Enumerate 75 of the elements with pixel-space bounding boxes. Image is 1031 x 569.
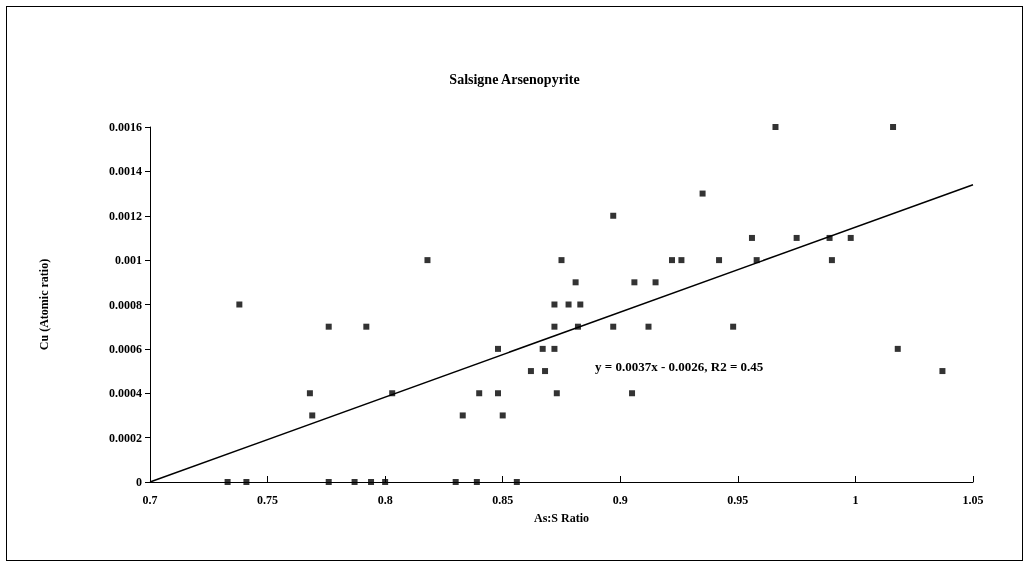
x-tick-label: 1 (852, 493, 859, 507)
x-axis-title: As:S Ratio (533, 511, 590, 525)
point (572, 279, 579, 286)
point (669, 257, 676, 264)
point (652, 279, 659, 286)
point (527, 368, 534, 375)
point (551, 301, 558, 308)
point (382, 479, 389, 485)
point (629, 390, 636, 397)
point (351, 479, 358, 485)
y-tick-label: 0.0012 (109, 208, 142, 223)
point (678, 257, 685, 264)
point (309, 412, 316, 419)
point (551, 323, 558, 330)
point (424, 257, 431, 264)
y-tick-label: 0.0016 (109, 120, 142, 134)
point (389, 390, 396, 397)
x-tick-label: 0.85 (492, 493, 514, 507)
point (631, 279, 638, 286)
x-tick-label: 0.8 (377, 493, 393, 507)
point (368, 479, 375, 485)
y-tick-label: 0 (136, 475, 142, 489)
point (826, 234, 833, 241)
x-tick-label: 0.9 (612, 493, 628, 507)
y-tick-label: 0.0002 (109, 430, 142, 445)
point (577, 301, 584, 308)
point (894, 345, 901, 352)
point (542, 368, 549, 375)
chart-title: Salsigne Arsenopyrite (449, 71, 580, 87)
point (890, 124, 897, 130)
point (610, 323, 617, 330)
point (645, 323, 652, 330)
point (772, 124, 779, 130)
y-tick-label: 0.0006 (109, 341, 142, 356)
x-tick-label: 0.7 (142, 493, 158, 507)
point (459, 412, 466, 419)
point (513, 479, 520, 485)
point (325, 479, 332, 485)
y-tick-label: 0.0004 (109, 386, 142, 401)
point (236, 301, 243, 308)
point (551, 345, 558, 352)
point (499, 412, 506, 419)
y-tick-label: 0.0008 (109, 297, 142, 312)
point (699, 190, 706, 197)
point (306, 390, 313, 397)
point (473, 479, 480, 485)
point (452, 479, 459, 485)
y-tick-label: 0.001 (115, 253, 142, 268)
point (495, 390, 502, 397)
point (363, 323, 370, 330)
point (730, 323, 737, 330)
point (716, 257, 723, 264)
point (574, 323, 581, 330)
point (495, 345, 502, 352)
point (243, 479, 250, 485)
point (558, 257, 565, 264)
point (610, 212, 617, 219)
point (565, 301, 572, 308)
x-tick-label: 0.75 (257, 493, 279, 507)
point (539, 345, 546, 352)
point (939, 368, 946, 375)
point (793, 234, 800, 241)
y-axis-title: Cu (Atomic ratio) (37, 258, 51, 351)
point (847, 234, 854, 241)
annotation: y = 0.0037x - 0.0026, R2 = 0.45 (595, 359, 764, 374)
y-tick-label: 0.0014 (109, 164, 142, 179)
point (224, 479, 231, 485)
point (476, 390, 483, 397)
x-tick-label: 0.95 (727, 493, 749, 507)
point (828, 257, 835, 264)
x-tick-label: 1.05 (962, 493, 984, 507)
point (753, 257, 760, 264)
point (325, 323, 332, 330)
point (553, 390, 560, 397)
point (748, 234, 755, 241)
